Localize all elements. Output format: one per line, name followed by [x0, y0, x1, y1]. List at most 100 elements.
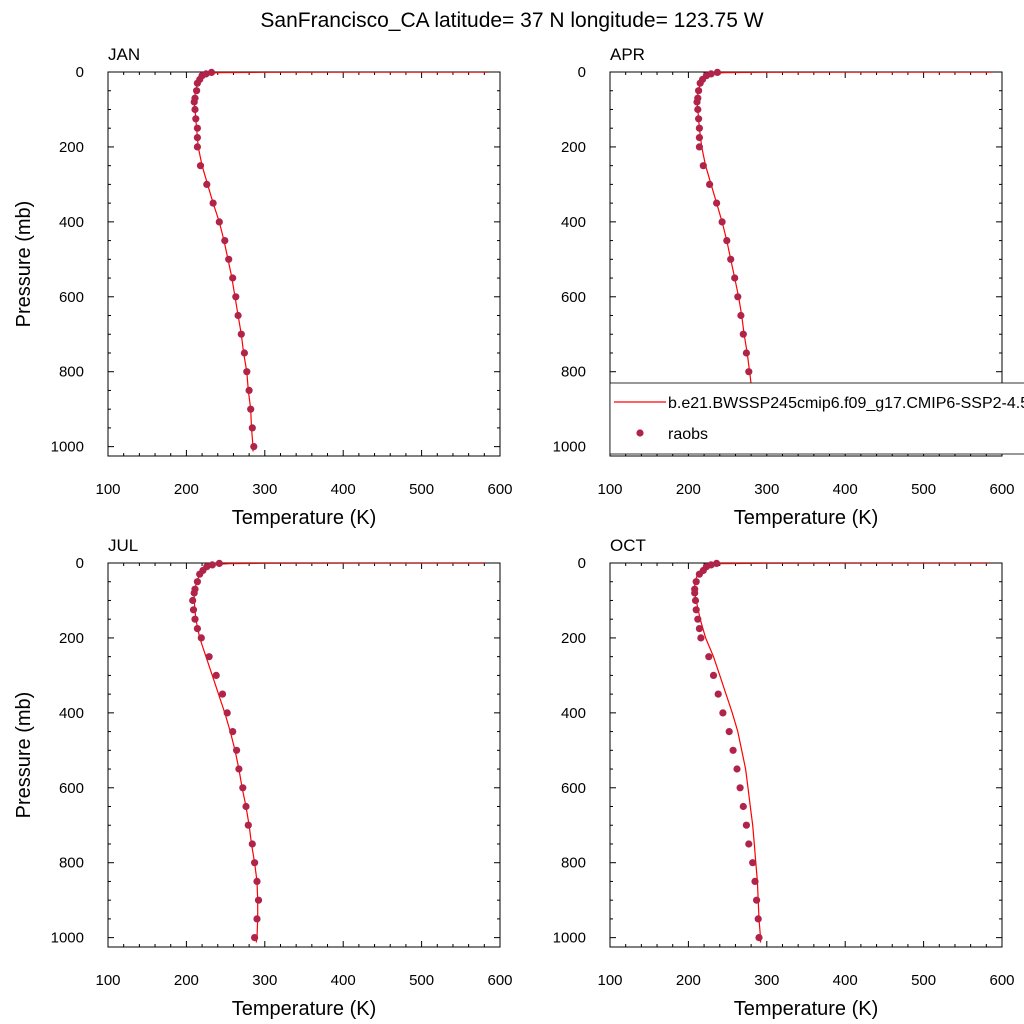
y-tick-label: 800: [59, 855, 84, 872]
raobs-point: [729, 746, 737, 754]
y-tick-label: 1000: [553, 439, 586, 456]
raobs-point: [244, 821, 252, 829]
raobs-point: [218, 690, 227, 698]
legend: b.e21.BWSSP245cmip6.f09_g17.CMIP6-SSP2-4…: [609, 382, 1024, 455]
raobs-point: [215, 559, 223, 568]
raobs-point: [695, 124, 704, 132]
y-tick-label: 0: [76, 555, 84, 572]
x-tick-label: 500: [911, 481, 936, 498]
raobs-point: [719, 709, 727, 717]
raobs-point: [248, 840, 256, 848]
raobs-point: [193, 134, 201, 142]
raobs-point: [196, 570, 204, 578]
y-tick-label: 1000: [51, 439, 84, 456]
raobs-point: [734, 293, 742, 301]
raobs-point: [718, 218, 726, 226]
legend-obs-swatch: [636, 429, 644, 437]
x-tick-label: 300: [252, 972, 277, 989]
raobs-point: [695, 143, 704, 151]
raobs-point: [692, 578, 700, 586]
y-tick-label: 200: [59, 139, 84, 156]
raobs-point: [754, 915, 762, 923]
raobs-point: [714, 690, 722, 698]
raobs-point: [753, 896, 761, 904]
plot-frame: [107, 71, 501, 457]
raobs-point: [229, 274, 237, 282]
raobs-point: [749, 859, 757, 867]
y-tick-label: 400: [59, 705, 84, 722]
raobs-point: [233, 746, 241, 754]
x-tick-label: 100: [95, 972, 120, 989]
raobs-point: [742, 349, 751, 357]
raobs-point: [193, 578, 201, 586]
y-tick-label: 200: [561, 139, 586, 156]
x-tick-label: 600: [989, 972, 1014, 989]
x-tick-label: 200: [676, 972, 701, 989]
raobs-point: [225, 255, 233, 263]
raobs-point: [694, 615, 702, 623]
raobs-point: [736, 784, 744, 792]
model-series-line: [193, 72, 489, 452]
raobs-point: [695, 134, 704, 142]
x-tick-label: 400: [331, 972, 356, 989]
y-tick-label: 400: [561, 214, 586, 231]
legend-box: [609, 382, 1024, 455]
raobs-point: [240, 349, 248, 357]
raobs-point: [239, 784, 247, 792]
raobs-point: [705, 653, 713, 661]
panel-title: OCT: [610, 536, 646, 555]
model-series-line: [694, 563, 989, 943]
raobs-point: [691, 596, 700, 605]
raobs-point: [191, 105, 199, 114]
raobs-point: [207, 68, 216, 76]
raobs-point: [193, 87, 201, 95]
raobs-point: [745, 368, 753, 376]
raobs-point: [725, 728, 733, 736]
x-tick-label: 500: [911, 972, 936, 989]
raobs-point: [250, 443, 258, 451]
raobs-point: [247, 405, 255, 413]
raobs-point: [731, 274, 739, 282]
panel-title: JAN: [108, 45, 140, 64]
y-tick-label: 400: [59, 214, 84, 231]
raobs-point: [229, 728, 237, 736]
raobs-point: [697, 634, 705, 642]
raobs-point: [242, 802, 250, 811]
raobs-point: [709, 671, 718, 680]
x-axis-title: Temperature (K): [734, 998, 879, 1020]
raobs-point: [253, 877, 261, 886]
panels: 100 200 300 400 500 60002004006008001000JANTe…: [13, 45, 1015, 1020]
y-tick-label: 1000: [51, 930, 84, 947]
legend-obs-label: raobs: [668, 426, 708, 443]
panel-apr: 100 200 300 400 500 600 0 200 400 600 800 1000 APR Te…: [553, 45, 1015, 529]
x-axis-title: Temperature (K): [232, 998, 377, 1020]
y-tick-label: 800: [561, 364, 586, 381]
raobs-point: [197, 634, 205, 642]
panel-jul: 100 200 300 400 500 600 0 200 400 600 800 1000 JUL Te…: [13, 536, 513, 1020]
figure-title: SanFrancisco_CA latitude= 37 N longitude…: [260, 9, 763, 32]
raobs-point: [253, 915, 261, 923]
raobs-point: [695, 87, 703, 95]
raobs-point: [696, 79, 704, 87]
y-tick-label: 200: [59, 630, 84, 647]
raobs-point: [739, 802, 747, 811]
raobs-point: [193, 124, 201, 132]
raobs-point: [694, 105, 702, 114]
raobs-point: [713, 199, 721, 207]
raobs-point: [691, 589, 699, 597]
raobs-point: [190, 98, 198, 106]
raobs-point: [742, 821, 751, 829]
raobs-point: [232, 293, 240, 301]
y-tick-label: 800: [59, 364, 84, 381]
x-tick-label: 100: [597, 972, 622, 989]
plot-frame: [609, 562, 1003, 948]
x-tick-label: 200: [174, 481, 199, 498]
x-axis-title: Temperature (K): [734, 507, 879, 529]
x-tick-label: 300: [754, 481, 779, 498]
raobs-point: [208, 561, 216, 569]
x-tick-label: 500: [409, 481, 434, 498]
raobs-point: [209, 199, 217, 207]
raobs-point: [695, 570, 704, 578]
raobs-point: [223, 709, 231, 717]
